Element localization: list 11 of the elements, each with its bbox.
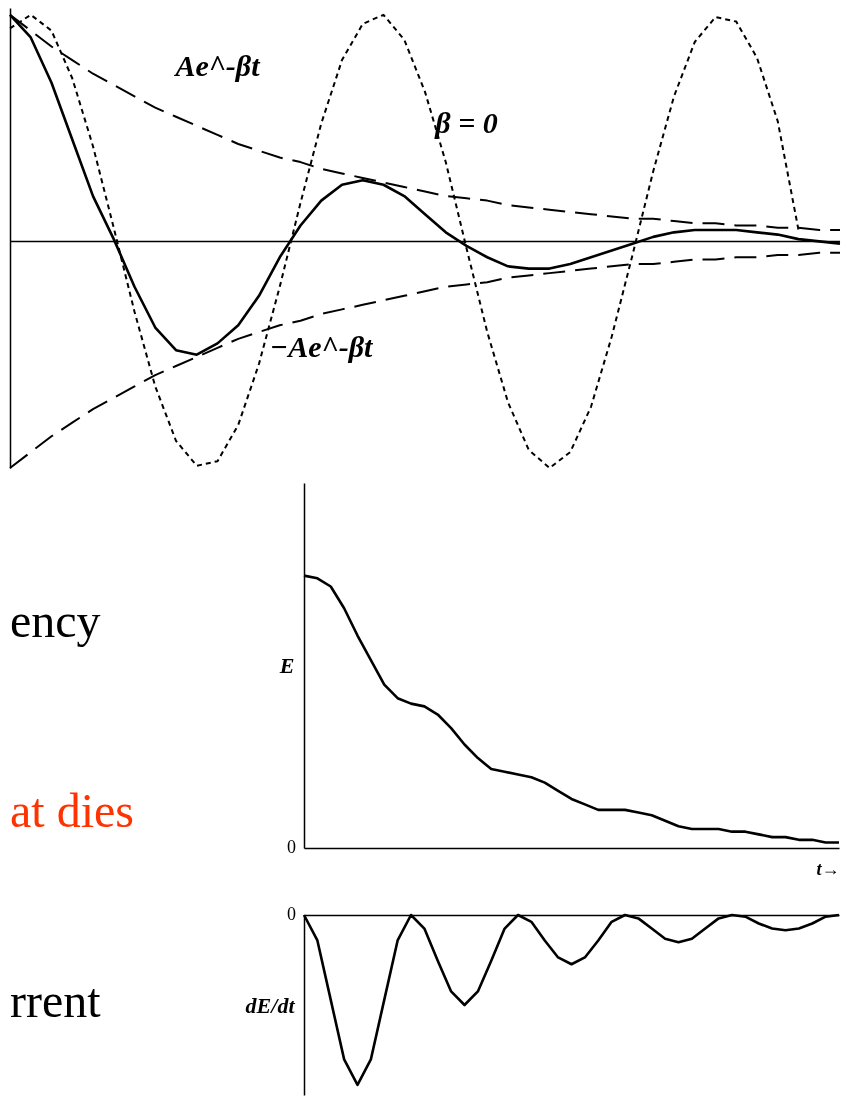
x-axis-title: t→ [816, 858, 840, 879]
y-axis-title: E [278, 653, 295, 678]
series-label: Ae^-βt [173, 48, 262, 82]
text: ency [10, 594, 101, 647]
series-label: β = 0 [434, 105, 498, 139]
series-label: −Ae^-βt [270, 329, 375, 363]
text: 0 [287, 904, 296, 924]
text: rrent [10, 974, 102, 1027]
text: at dies [10, 784, 134, 837]
y-axis-title: dE/dt [245, 992, 296, 1018]
text: 0 [287, 837, 296, 857]
